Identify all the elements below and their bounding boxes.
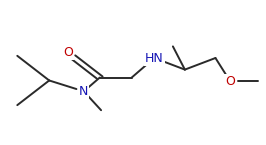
Text: HN: HN [145, 51, 164, 65]
Text: O: O [63, 46, 73, 59]
Text: O: O [225, 75, 235, 88]
Text: N: N [79, 85, 89, 98]
